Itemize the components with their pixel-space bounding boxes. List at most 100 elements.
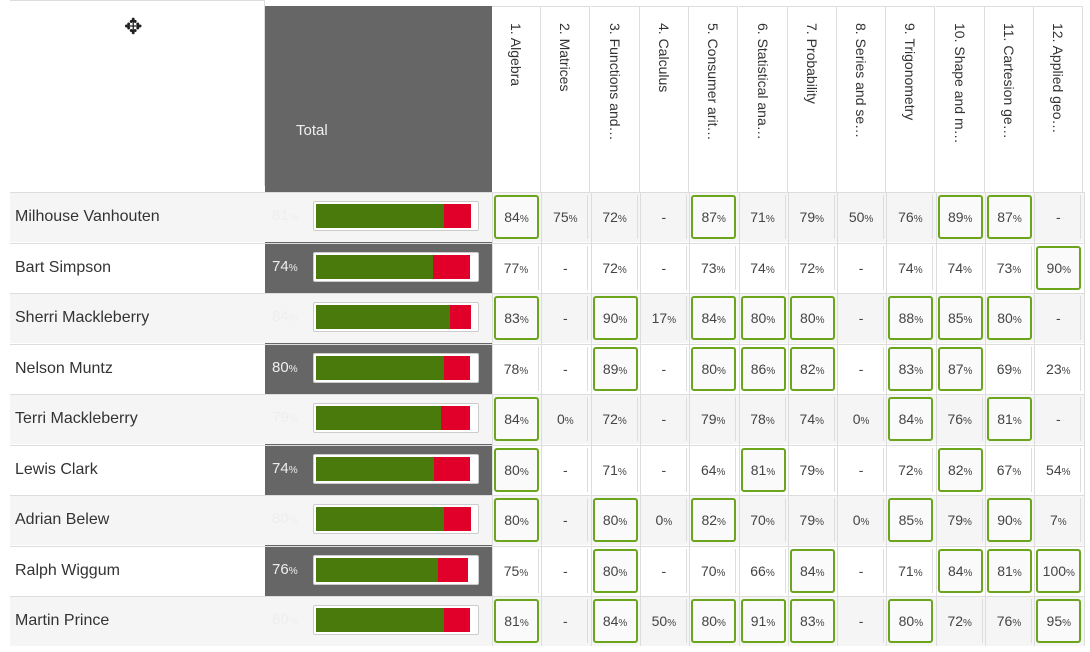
score-cell[interactable]: 0%: [642, 498, 687, 542]
topic-header[interactable]: 10. Shape and m…: [935, 6, 985, 192]
score-cell[interactable]: -: [543, 548, 589, 593]
score-cell[interactable]: -: [543, 447, 589, 492]
score-cell[interactable]: 91%: [740, 599, 786, 643]
score-cell[interactable]: -: [839, 447, 885, 492]
student-name[interactable]: Terri Mackleberry: [15, 410, 138, 427]
student-name[interactable]: Milhouse Vanhouten: [15, 208, 160, 225]
score-cell[interactable]: 74%: [741, 245, 786, 290]
score-cell[interactable]: -: [543, 346, 589, 391]
score-cell[interactable]: 70%: [691, 548, 737, 593]
student-name[interactable]: Lewis Clark: [15, 460, 98, 478]
score-cell[interactable]: 76%: [987, 599, 1032, 643]
score-cell[interactable]: 80%: [789, 296, 835, 340]
score-cell[interactable]: 84%: [494, 195, 539, 239]
score-cell[interactable]: 0%: [543, 397, 589, 441]
topic-header[interactable]: 5. Consumer arit…: [689, 6, 739, 192]
score-cell[interactable]: 64%: [691, 447, 737, 492]
student-name[interactable]: Adrian Belew: [15, 511, 110, 528]
score-cell[interactable]: 80%: [691, 346, 737, 391]
score-cell[interactable]: -: [543, 245, 589, 290]
score-cell[interactable]: 81%: [987, 397, 1032, 441]
score-cell[interactable]: 85%: [937, 296, 983, 340]
topic-header[interactable]: 8. Series and se…: [837, 6, 887, 192]
score-cell[interactable]: 87%: [987, 195, 1032, 239]
score-cell[interactable]: 84%: [494, 397, 539, 441]
score-cell[interactable]: 85%: [888, 498, 934, 542]
score-cell[interactable]: -: [642, 447, 687, 492]
score-cell[interactable]: 0%: [839, 397, 885, 441]
score-cell[interactable]: 84%: [888, 397, 934, 441]
score-cell[interactable]: 70%: [741, 498, 786, 542]
score-cell[interactable]: 79%: [790, 195, 835, 239]
topic-header[interactable]: 1. Algebra: [492, 6, 541, 192]
score-cell[interactable]: 72%: [938, 599, 983, 643]
topic-header[interactable]: 9. Trigonometry: [886, 6, 936, 192]
score-cell[interactable]: 73%: [987, 245, 1032, 290]
score-cell[interactable]: 90%: [592, 296, 638, 340]
score-cell[interactable]: 83%: [494, 296, 539, 340]
topic-header[interactable]: 7. Probability: [787, 6, 837, 192]
score-cell[interactable]: 82%: [691, 498, 737, 542]
score-cell[interactable]: 78%: [494, 346, 539, 391]
score-cell[interactable]: -: [839, 296, 885, 340]
score-cell[interactable]: 81%: [494, 599, 539, 643]
score-cell[interactable]: 17%: [642, 296, 687, 340]
student-name[interactable]: Nelson Muntz: [15, 359, 113, 377]
topic-header[interactable]: 6. Statistical ana…: [738, 6, 788, 192]
score-cell[interactable]: -: [543, 498, 589, 542]
score-cell[interactable]: 72%: [888, 447, 934, 492]
score-cell[interactable]: 77%: [494, 245, 539, 290]
score-cell[interactable]: -: [642, 245, 687, 290]
score-cell[interactable]: 74%: [790, 397, 835, 441]
score-cell[interactable]: 7%: [1036, 498, 1082, 542]
score-cell[interactable]: -: [839, 599, 885, 643]
score-cell[interactable]: 81%: [987, 548, 1032, 593]
score-cell[interactable]: 75%: [494, 548, 539, 593]
score-cell[interactable]: 87%: [691, 195, 737, 239]
topic-header[interactable]: 2. Matrices: [541, 6, 591, 192]
score-cell[interactable]: 86%: [740, 346, 786, 391]
score-cell[interactable]: -: [839, 245, 885, 290]
score-cell[interactable]: 74%: [888, 245, 934, 290]
score-cell[interactable]: 71%: [741, 195, 786, 239]
score-cell[interactable]: 81%: [740, 447, 786, 492]
score-cell[interactable]: 72%: [790, 245, 835, 290]
score-cell[interactable]: 76%: [888, 195, 934, 239]
score-cell[interactable]: 80%: [592, 498, 638, 542]
score-cell[interactable]: -: [1036, 296, 1082, 340]
topic-header[interactable]: 4. Calculus: [639, 6, 689, 192]
score-cell[interactable]: -: [543, 599, 589, 643]
score-cell[interactable]: 80%: [494, 498, 539, 542]
score-cell[interactable]: 82%: [937, 447, 983, 492]
score-cell[interactable]: -: [543, 296, 589, 340]
score-cell[interactable]: 84%: [789, 548, 835, 593]
score-cell[interactable]: 72%: [593, 397, 638, 441]
score-cell[interactable]: 100%: [1036, 548, 1082, 593]
score-cell[interactable]: -: [642, 346, 687, 391]
score-cell[interactable]: 83%: [789, 599, 835, 643]
score-cell[interactable]: 72%: [593, 195, 638, 239]
score-cell[interactable]: 76%: [938, 397, 983, 441]
score-cell[interactable]: 95%: [1036, 599, 1082, 643]
score-cell[interactable]: 79%: [938, 498, 983, 542]
score-cell[interactable]: 50%: [839, 195, 885, 239]
student-name[interactable]: Ralph Wiggum: [15, 561, 120, 579]
score-cell[interactable]: 80%: [740, 296, 786, 340]
score-cell[interactable]: 75%: [543, 195, 589, 239]
score-cell[interactable]: 84%: [937, 548, 983, 593]
score-cell[interactable]: 90%: [1036, 245, 1082, 290]
score-cell[interactable]: 78%: [741, 397, 786, 441]
score-cell[interactable]: 71%: [888, 548, 934, 593]
score-cell[interactable]: 80%: [691, 599, 737, 643]
score-cell[interactable]: 80%: [987, 296, 1032, 340]
score-cell[interactable]: -: [1036, 397, 1082, 441]
score-cell[interactable]: 82%: [789, 346, 835, 391]
student-name[interactable]: Bart Simpson: [15, 258, 112, 276]
topic-header[interactable]: 11. Cartesion ge…: [985, 6, 1034, 192]
score-cell[interactable]: 72%: [593, 245, 638, 290]
score-cell[interactable]: 74%: [938, 245, 983, 290]
score-cell[interactable]: -: [642, 195, 687, 239]
topic-header[interactable]: 3. Functions and…: [590, 6, 640, 192]
score-cell[interactable]: 84%: [691, 296, 737, 340]
score-cell[interactable]: 84%: [592, 599, 638, 643]
